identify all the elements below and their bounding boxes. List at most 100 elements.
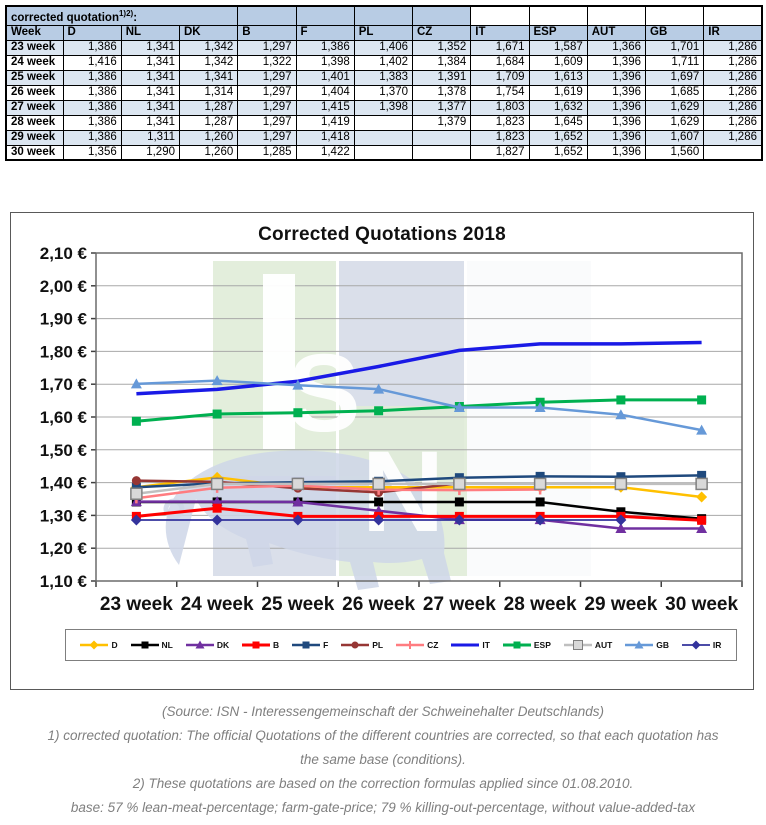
footnote-1a: 1) corrected quotation: The official Quo… xyxy=(47,728,719,744)
table-cell: 1,396 xyxy=(586,54,647,71)
table-cell: 1,356 xyxy=(62,144,122,161)
x-axis-label: 28 week xyxy=(504,594,577,615)
table-cell: 1,418 xyxy=(295,129,355,146)
series-line-CZ xyxy=(136,484,541,500)
header-row: Week D NL DK B F PL CZ IT ESP AUT GB IR xyxy=(5,24,763,41)
legend-item-DK: DK xyxy=(185,639,229,651)
legend-marker xyxy=(406,641,415,650)
table-cell: 1,629 xyxy=(644,99,705,116)
legend-swatch xyxy=(185,640,214,649)
table-cell: 1,311 xyxy=(120,129,181,146)
chart-panel: Corrected Quotations 2018 S N 2,10 €2,00 €… xyxy=(10,212,754,691)
table-cell: 1,645 xyxy=(528,114,588,131)
y-axis-label: 2,00 € xyxy=(40,277,88,296)
footnote-2: 2) These quotations are based on the cor… xyxy=(132,776,634,792)
chart-legend: D NL DK B F PL CZ IT ESP AUT GB IR xyxy=(65,629,737,662)
y-axis-label: 1,30 € xyxy=(40,507,88,526)
table-cell: 1,287 xyxy=(178,99,239,116)
table-row: 28 week 1,386 1,341 1,287 1,297 1,419 1,379 1,8… xyxy=(5,114,763,131)
legend-item-GB: GB xyxy=(625,639,669,651)
table-cell: 1,383 xyxy=(353,69,414,86)
table-cell: 1,352 xyxy=(411,39,472,56)
data-point-marker xyxy=(535,472,545,482)
legend-marker xyxy=(302,641,310,649)
data-point-marker xyxy=(131,476,141,486)
table-cell: 1,685 xyxy=(644,84,705,101)
table-row: 30 week 1,356 1,290 1,260 1,285 1,422 1,827 1,6… xyxy=(5,144,763,161)
data-point-marker xyxy=(210,477,224,491)
legend-swatch xyxy=(292,641,321,649)
table-cell: 1,341 xyxy=(120,39,181,56)
data-point-marker xyxy=(372,477,385,491)
caption-blank-cell xyxy=(703,5,763,26)
table-row: 25 week 1,386 1,341 1,341 1,297 1,401 1,383 1,3… xyxy=(5,69,763,86)
legend-item-CZ: CZ xyxy=(396,639,438,651)
table-cell: 1,415 xyxy=(295,99,355,116)
table-cell: 1,314 xyxy=(178,84,239,101)
table-cell: 1,297 xyxy=(237,129,297,146)
legend-item-PL: PL xyxy=(341,639,383,651)
table-row: 23 week 1,386 1,341 1,342 1,297 1,386 1,406 1,3… xyxy=(5,39,763,56)
legend-swatch xyxy=(563,640,592,651)
data-point-marker xyxy=(697,395,707,405)
data-point-marker xyxy=(535,497,545,507)
data-point-marker xyxy=(131,417,141,427)
table-cell xyxy=(353,144,414,161)
caption-blank-cell xyxy=(353,5,414,26)
column-header: AUT xyxy=(586,24,647,41)
table-cell: 1,286 xyxy=(703,99,763,116)
data-point-marker xyxy=(211,514,223,526)
source-note: (Source: ISN - Interessengemeinschaft de… xyxy=(162,704,604,720)
legend-label: F xyxy=(323,640,329,651)
plot-border xyxy=(95,252,743,583)
data-point-marker xyxy=(212,409,222,419)
legend-swatch xyxy=(502,641,531,649)
table-cell xyxy=(703,144,763,161)
legend-label: GB xyxy=(656,640,669,651)
table-cell: 1,406 xyxy=(353,39,414,56)
legend-swatch xyxy=(625,640,654,649)
data-point-marker xyxy=(696,424,708,435)
caption-superscript: 1)2) xyxy=(118,9,134,18)
table-cell: 1,386 xyxy=(62,114,122,131)
y-axis-label: 1,20 € xyxy=(40,540,88,559)
x-axis-label: 29 week xyxy=(584,594,657,615)
x-axis-label: 25 week xyxy=(261,594,334,615)
legend-marker xyxy=(634,640,644,649)
data-point-marker xyxy=(212,504,222,514)
table-cell: 1,402 xyxy=(353,54,414,71)
legend-label: CZ xyxy=(427,640,439,651)
table-cell: 1,386 xyxy=(62,84,122,101)
series-line-AUT xyxy=(136,482,702,496)
table-cell: 1,377 xyxy=(411,99,472,116)
table-cell: 1,379 xyxy=(411,114,472,131)
data-point-marker xyxy=(130,514,142,526)
series-IR xyxy=(130,514,627,526)
table-cell: 1,341 xyxy=(120,114,181,131)
table-cell: 1,711 xyxy=(644,54,705,71)
table-cell: 1,684 xyxy=(470,54,530,71)
table-cell: 1,416 xyxy=(62,54,122,71)
data-point-marker xyxy=(211,496,223,507)
table-cell: 1,401 xyxy=(295,69,355,86)
caption-blank-cell xyxy=(295,5,355,26)
data-point-marker xyxy=(453,514,465,526)
legend-item-ESP: ESP xyxy=(502,639,551,651)
caption-row: corrected quotation1)2): xyxy=(5,5,763,26)
series-line-IT xyxy=(136,341,702,396)
table-cell: 1,297 xyxy=(237,39,297,56)
series-line-ESP xyxy=(136,398,702,424)
table-cell: 1,386 xyxy=(62,99,122,116)
table-caption: corrected quotation1)2): xyxy=(5,5,239,26)
legend-item-F: F xyxy=(292,639,328,651)
series-GB xyxy=(130,375,708,435)
legend-marker xyxy=(691,640,701,650)
row-label: 25 week xyxy=(5,69,64,86)
legend-swatch xyxy=(681,640,710,650)
table-cell xyxy=(411,129,472,146)
legend-label: B xyxy=(273,640,280,651)
table-row: 26 week 1,386 1,341 1,314 1,297 1,404 1,370 1,3… xyxy=(5,84,763,101)
table-cell: 1,370 xyxy=(353,84,414,101)
row-label: 28 week xyxy=(5,114,64,131)
table-cell: 1,396 xyxy=(586,129,647,146)
